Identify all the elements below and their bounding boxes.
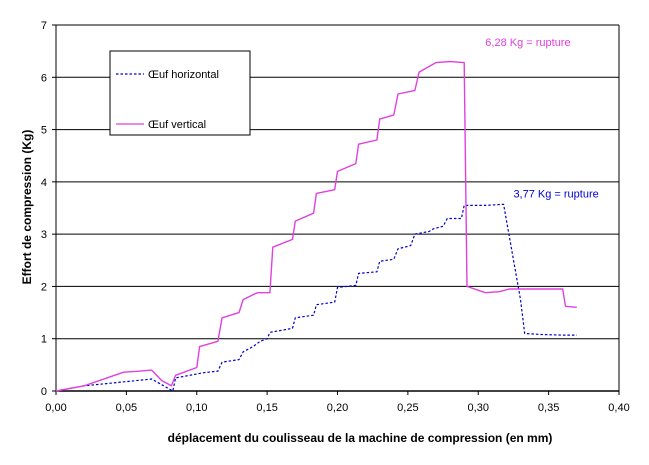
x-tick-label: 0,30 [468, 402, 489, 414]
x-tick-label: 0,15 [256, 402, 277, 414]
x-tick-label: 0,25 [397, 402, 418, 414]
legend-label: Œuf horizontal [148, 69, 219, 81]
legend-label: Œuf vertical [148, 119, 206, 131]
y-tick-label: 6 [41, 72, 47, 84]
y-tick-label: 7 [41, 20, 47, 32]
annotation-label: 6,28 Kg = rupture [485, 37, 570, 49]
y-tick-label: 2 [41, 281, 47, 293]
x-tick-label: 0,10 [186, 402, 207, 414]
y-axis-label: Effort de compression (Kg) [20, 130, 34, 285]
series-line [55, 60, 577, 392]
x-tick-label: 0,00 [45, 402, 66, 414]
y-tick-label: 1 [41, 334, 47, 346]
x-tick-label: 0,20 [327, 402, 348, 414]
series-line [55, 203, 577, 392]
x-axis-label: déplacement du coulisseau de la machine … [168, 431, 553, 445]
annotations: 6,28 Kg = rupture 3,77 Kg = rupture [485, 37, 598, 201]
axes: 0 1 2 3 4 5 6 7 0,00 0,05 0,10 0,15 0,20 0,25 0,30 0,35… [41, 20, 630, 414]
legend-box [109, 50, 251, 136]
annotation-label: 3,77 Kg = rupture [513, 189, 598, 201]
x-tick-label: 0,40 [608, 402, 629, 414]
y-tick-label: 0 [41, 386, 47, 398]
series-layer [55, 60, 577, 392]
y-tick-label: 3 [41, 229, 47, 241]
y-tick-label: 5 [41, 125, 47, 137]
x-tick-label: 0,35 [538, 402, 559, 414]
legend: Œuf horizontal Œuf vertical [109, 50, 251, 136]
y-tick-label: 4 [41, 177, 47, 189]
x-tick-label: 0,05 [116, 402, 137, 414]
